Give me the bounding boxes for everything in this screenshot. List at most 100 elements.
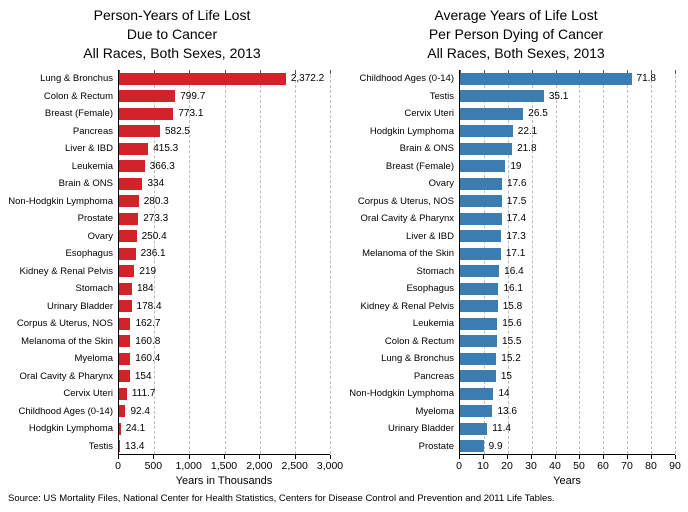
category-label: Urinary Bladder	[47, 300, 113, 312]
top-tick	[555, 70, 557, 74]
category-label: Brain & ONS	[58, 178, 113, 190]
category-label: Pancreas	[72, 125, 113, 137]
value-label: 162.7	[135, 318, 161, 330]
bar-row: 26.5	[460, 105, 675, 123]
bar-row: 13.4	[119, 438, 330, 456]
bar-row: 184	[119, 280, 330, 298]
value-label: 13.4	[124, 440, 145, 452]
bar-row: 15	[460, 368, 675, 386]
chart-title: Average Years of Life Lost Per Person Dy…	[344, 6, 688, 63]
value-label: 22.1	[517, 125, 538, 137]
bar	[119, 335, 131, 348]
bar	[460, 142, 513, 155]
bar-row: 415.3	[119, 140, 330, 158]
bar-row: 2,372.2	[119, 70, 330, 88]
tick-mark	[627, 455, 628, 459]
value-label: 15.5	[502, 335, 522, 347]
bars: 2,372.2 799.7 773.1 582.5 415.3 366.3 334 280.3…	[119, 70, 330, 455]
bar	[119, 142, 149, 155]
category-label: Stomach	[75, 283, 114, 295]
category-label: Colon & Rectum	[384, 335, 454, 347]
chart-body: Childhood Ages (0-14) Testis Cervix Uteri H…	[344, 70, 688, 455]
bar	[460, 282, 499, 295]
bar-row: 16.1	[460, 280, 675, 298]
x-axis-label: Years	[553, 475, 581, 487]
tick-label: 60	[597, 460, 609, 472]
value-label: 35.1	[548, 90, 569, 102]
bar-row: 582.5	[119, 123, 330, 141]
plot-area: 2,372.2 799.7 773.1 582.5 415.3 366.3 334 280.3…	[118, 70, 331, 455]
tick-label: 80	[645, 460, 657, 472]
value-label: 16.1	[503, 283, 523, 295]
value-label: 9.9	[488, 440, 503, 452]
chart-title: Person-Years of Life Lost Due to Cancer …	[0, 6, 344, 63]
bar	[460, 195, 502, 208]
bar	[119, 282, 132, 295]
bar-row: 13.6	[460, 403, 675, 421]
tick-mark	[330, 455, 331, 459]
value-label: 17.4	[506, 213, 527, 225]
top-tick	[603, 70, 605, 74]
bar-row: 92.4	[119, 403, 330, 421]
category-label: Hodgkin Lymphoma	[28, 423, 113, 435]
bar-row: 250.4	[119, 228, 330, 246]
chart-avg-years-lost: Average Years of Life Lost Per Person Dy…	[344, 6, 688, 487]
bar	[460, 317, 498, 330]
category-label: Non-Hodgkin Lymphoma	[8, 195, 113, 207]
bar	[119, 370, 130, 383]
tick-mark	[118, 455, 119, 459]
bar-row: 799.7	[119, 88, 330, 106]
category-label: Prostate	[418, 440, 454, 452]
value-label: 17.6	[507, 178, 527, 190]
bar-row: 17.4	[460, 210, 675, 228]
category-label: Childhood Ages (0-14)	[18, 405, 113, 417]
chart-title-line: Person-Years of Life Lost	[93, 7, 251, 23]
tick-mark	[483, 455, 484, 459]
chart-body: Lung & Bronchus Colon & Rectum Breast (Fem…	[0, 70, 344, 455]
category-label: Colon & Rectum	[43, 90, 113, 102]
bar-row: 366.3	[119, 158, 330, 176]
bar-row: 236.1	[119, 245, 330, 263]
gridline	[483, 70, 485, 454]
bar-row: 160.4	[119, 350, 330, 368]
gridline	[224, 70, 226, 454]
value-label: 71.8	[636, 73, 656, 85]
bar	[119, 317, 131, 330]
category-label: Hodgkin Lymphoma	[369, 125, 454, 137]
value-label: 273.3	[143, 213, 169, 225]
tick-mark	[555, 455, 556, 459]
category-label: Ovary	[428, 178, 454, 190]
bar-row: 14	[460, 385, 675, 403]
value-label: 366.3	[149, 160, 175, 172]
category-label: Stomach	[416, 265, 455, 277]
bar	[460, 177, 503, 190]
gridline	[531, 70, 533, 454]
charts-container: Person-Years of Life Lost Due to Cancer …	[0, 6, 688, 487]
top-tick	[579, 70, 581, 74]
value-label: 24.1	[125, 423, 146, 435]
bar	[119, 300, 132, 313]
bar	[119, 212, 139, 225]
bar	[119, 107, 174, 120]
category-label: Cervix Uteri	[63, 388, 113, 400]
category-label: Prostate	[77, 213, 113, 225]
value-label: 13.6	[497, 405, 517, 417]
value-label: 15.2	[501, 353, 521, 365]
chart-title-line: Average Years of Life Lost	[434, 7, 598, 23]
gridline	[189, 70, 191, 454]
bar-row: 35.1	[460, 88, 675, 106]
bar	[119, 352, 131, 365]
value-label: 15.8	[502, 300, 523, 312]
bar	[119, 177, 143, 190]
value-label: 92.4	[130, 405, 150, 417]
x-axis-ticks: 0 10 20 30 40 50 60 70 80 90	[456, 455, 681, 473]
gridline	[627, 70, 629, 454]
bar-row: 16.4	[460, 263, 675, 281]
chart-title-line: All Races, Both Sexes, 2013	[427, 45, 605, 61]
tick-label: 2,000	[246, 460, 273, 472]
bar-row: 219	[119, 263, 330, 281]
tick-label: 1,000	[175, 460, 202, 472]
bar	[460, 440, 484, 453]
category-label: Kidney & Renal Pelvis	[19, 265, 113, 277]
